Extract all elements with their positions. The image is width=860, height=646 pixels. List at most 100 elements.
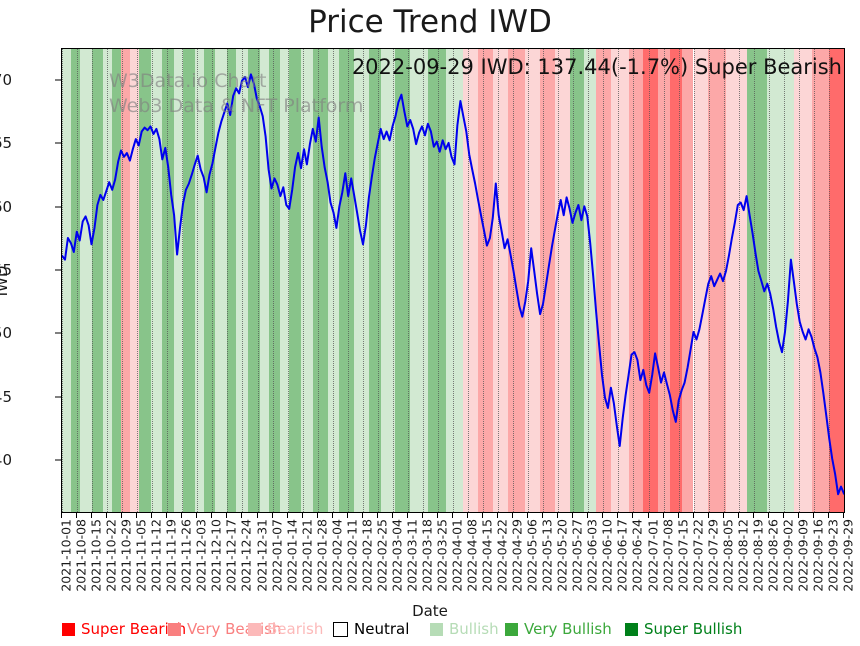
legend-swatch-icon xyxy=(168,622,181,636)
y-axis-tick-label: 160 xyxy=(0,197,12,216)
regime-band xyxy=(584,49,597,512)
legend-item[interactable]: Super Bearish xyxy=(62,620,186,638)
x-axis-tick-mark xyxy=(181,513,183,518)
x-axis-tick-mark xyxy=(76,513,78,518)
x-axis-tick-mark xyxy=(106,513,108,518)
x-axis-tick-label: 2022-03-11 xyxy=(404,519,420,592)
x-axis-tick-label: 2021-10-01 xyxy=(58,519,74,592)
x-axis-tick-mark xyxy=(421,513,423,518)
legend-item[interactable]: Super Bullish xyxy=(625,620,742,638)
regime-band xyxy=(569,49,585,512)
x-axis-tick-label: 2022-07-08 xyxy=(660,519,676,592)
x-axis-tick-mark xyxy=(512,513,514,518)
x-axis-tick-mark xyxy=(542,513,544,518)
x-axis-tick-mark xyxy=(737,513,739,518)
x-axis-tick-mark xyxy=(376,513,378,518)
regime-band xyxy=(395,49,411,512)
x-axis-tick-mark xyxy=(602,513,604,518)
legend-item[interactable]: Neutral xyxy=(333,620,409,638)
regime-band xyxy=(203,49,216,512)
legend-swatch-icon xyxy=(248,622,261,636)
y-axis-tick-label: 155 xyxy=(0,260,12,279)
y-axis-tick-mark xyxy=(55,396,61,398)
x-axis-tick-label: 2022-07-29 xyxy=(705,519,721,592)
regime-band xyxy=(79,49,92,512)
legend-swatch-icon xyxy=(505,622,518,636)
x-axis-tick-label: 2022-02-25 xyxy=(374,519,390,592)
y-axis-tick-label: 145 xyxy=(0,387,12,406)
x-axis-tick-label: 2021-11-05 xyxy=(133,519,149,592)
x-axis-tick-label: 2022-04-08 xyxy=(464,519,480,592)
x-axis-tick-mark xyxy=(406,513,408,518)
x-axis-tick-label: 2022-08-26 xyxy=(765,519,781,592)
regime-band xyxy=(746,49,768,512)
x-axis-tick-label: 2022-09-02 xyxy=(780,519,796,592)
x-axis-tick-label: 2022-06-17 xyxy=(614,519,630,592)
x-axis-tick-mark xyxy=(527,513,529,518)
x-axis-tick-label: 2022-03-18 xyxy=(419,519,435,592)
x-axis-tick-label: 2022-05-20 xyxy=(554,519,570,592)
regime-band xyxy=(610,49,629,512)
regime-band xyxy=(259,49,269,512)
regime-band xyxy=(507,49,526,512)
regime-band xyxy=(289,49,302,512)
regime-band xyxy=(478,49,493,512)
y-axis-tick-mark xyxy=(55,332,61,334)
regime-band xyxy=(227,49,237,512)
regime-band xyxy=(725,49,747,512)
x-axis-tick-mark xyxy=(467,513,469,518)
page-title: Price Trend IWD xyxy=(308,4,552,40)
regime-band xyxy=(811,49,830,512)
x-axis-tick-mark xyxy=(752,513,754,518)
x-axis-tick-mark xyxy=(497,513,499,518)
x-axis-tick-mark xyxy=(391,513,393,518)
regime-band xyxy=(628,49,644,512)
regime-band xyxy=(150,49,163,512)
legend-item[interactable]: Bearish xyxy=(248,620,323,638)
plot-area: W3Data.io Chart Web3 Data & NFT Platform… xyxy=(61,48,845,513)
x-axis-tick-label: 2022-08-12 xyxy=(735,519,751,592)
x-axis-tick-label: 2021-11-12 xyxy=(148,519,164,592)
x-axis-tick-label: 2021-12-10 xyxy=(208,519,224,592)
x-axis-tick-label: 2022-03-04 xyxy=(389,519,405,592)
x-axis-tick-label: 2022-07-22 xyxy=(690,519,706,592)
legend-label: Super Bearish xyxy=(81,620,187,638)
x-axis-tick-label: 2021-12-31 xyxy=(254,519,269,592)
x-axis-tick-label: 2021-12-17 xyxy=(223,519,239,592)
x-axis-tick-mark xyxy=(572,513,574,518)
x-axis-tick-mark xyxy=(707,513,709,518)
regime-band xyxy=(368,49,381,512)
x-axis-tick-mark xyxy=(91,513,93,518)
x-axis-tick-mark xyxy=(617,513,619,518)
x-axis-tick-label: 2021-12-24 xyxy=(238,519,254,592)
legend-label: Bullish xyxy=(449,620,499,638)
x-axis-tick-mark xyxy=(121,513,123,518)
x-axis-label: Date xyxy=(412,602,448,620)
x-axis-tick-mark xyxy=(587,513,589,518)
y-axis-tick-mark xyxy=(55,142,61,144)
regime-band xyxy=(174,49,183,512)
legend-item[interactable]: Very Bullish xyxy=(505,620,612,638)
x-axis-tick-mark xyxy=(241,513,243,518)
x-axis-tick-mark xyxy=(316,513,318,518)
y-axis-tick-mark xyxy=(55,79,61,81)
regime-band xyxy=(463,49,479,512)
regime-bands xyxy=(62,49,844,512)
x-axis-tick-mark xyxy=(452,513,453,518)
regime-band xyxy=(247,49,260,512)
x-axis-tick-mark xyxy=(767,513,769,518)
legend-item[interactable]: Bullish xyxy=(430,620,499,638)
y-axis-tick-mark xyxy=(55,206,61,208)
x-axis-tick-mark xyxy=(827,513,829,518)
price-line-series xyxy=(62,73,844,496)
regime-band xyxy=(121,49,130,512)
legend-swatch-icon xyxy=(625,622,638,636)
x-axis-tick-mark xyxy=(812,513,814,518)
x-axis-tick-label: 2021-12-03 xyxy=(193,519,209,592)
x-axis-tick-label: 2022-02-18 xyxy=(359,519,375,592)
x-axis-tick-mark xyxy=(61,513,62,518)
regime-band xyxy=(138,49,151,512)
x-axis-tick-label: 2022-05-06 xyxy=(524,519,540,592)
x-axis-tick-label: 2022-05-13 xyxy=(539,519,555,592)
